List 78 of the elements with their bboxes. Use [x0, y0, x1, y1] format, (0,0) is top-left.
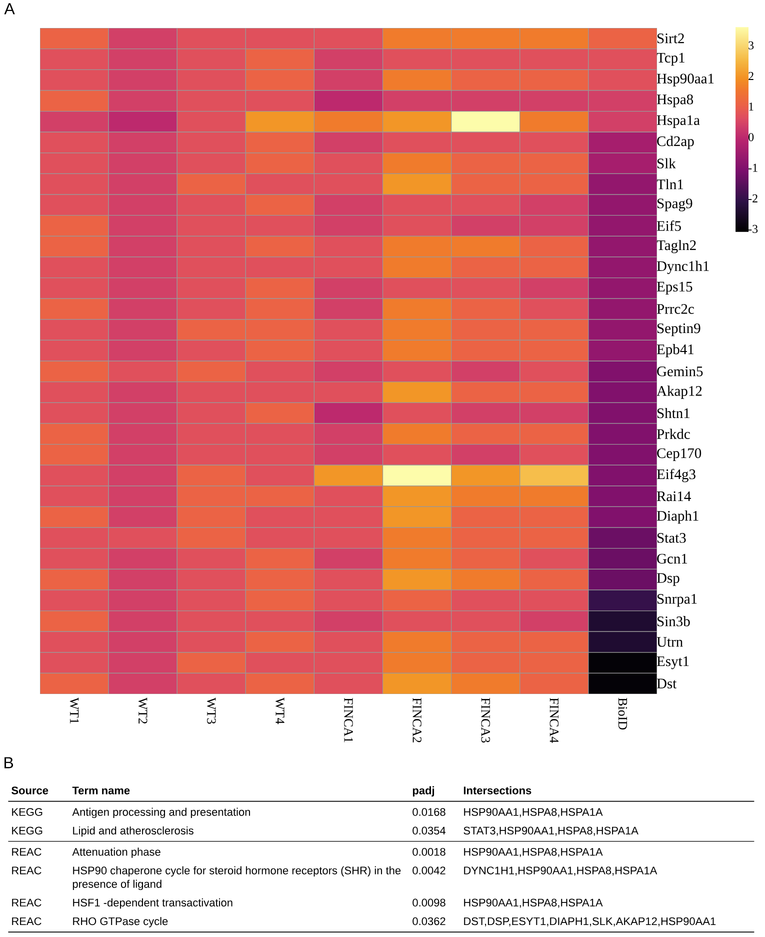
text: REAC: [12, 866, 42, 874]
y-tick-label: Stat3: [657, 533, 686, 543]
text: 0.0098: [412, 898, 446, 907]
x-tick-label: WT1: [70, 698, 79, 724]
text: REAC: [12, 898, 42, 907]
x-tick-label: WT3: [206, 698, 216, 724]
y-tick-label: Snrpa1: [657, 594, 697, 607]
text: B: [4, 757, 14, 768]
color-bar-label: -1: [748, 164, 758, 172]
y-tick-label: Dync1h1: [656, 260, 709, 274]
x-tick-label: WT4: [276, 698, 284, 724]
text: HSP90 chaperone cycle for steroid hormone receptors (SHR) in the presence of ligand: [72, 866, 401, 890]
y-tick-label: Esyt1: [656, 656, 689, 670]
text: REAC: [12, 848, 42, 856]
y-tick-label: Cd2ap: [657, 136, 694, 150]
color-bar-label: 0: [748, 133, 754, 142]
y-tick-label: Prkdc: [656, 428, 690, 439]
text: 0.0018: [412, 848, 446, 856]
text: HSP90AA1,HSPA8,HSPA1A: [464, 848, 603, 858]
text: HSF1 -dependent transactivation: [73, 898, 232, 909]
y-tick-label: Tln1: [656, 179, 684, 190]
text: HSP90AA1,HSPA8,HSPA1A: [464, 808, 603, 818]
y-tick-label: Eps15: [656, 282, 692, 295]
text: DST,DSP,ESYT1,DIAPH1,SLK,AKAP12,HSP90AA1: [464, 917, 716, 926]
y-tick-label: Prrc2c: [656, 304, 694, 314]
y-tick-label: Shtn1: [657, 408, 690, 418]
text: Intersections: [464, 786, 532, 794]
y-tick-label: Epb41: [656, 344, 694, 358]
y-tick-label: Cep170: [657, 448, 702, 462]
y-tick-label: Dsp: [656, 573, 680, 586]
y-tick-label: Sirt2: [657, 34, 684, 44]
color-bar-label: 3: [748, 41, 754, 50]
text: Source: [12, 786, 48, 794]
y-tick-label: Utrn: [656, 637, 683, 647]
color-bar-label: 2: [748, 72, 754, 80]
text: 0.0042: [412, 866, 446, 874]
y-tick-label: Eif5: [656, 220, 681, 231]
text: DYNC1H1,HSP90AA1,HSPA8,HSPA1A: [464, 866, 658, 876]
y-tick-label: Tcp1: [656, 52, 684, 66]
text: Lipid and atherosclerosis: [73, 826, 194, 837]
text: Attenuation phase: [72, 848, 160, 858]
chart-title: A: [4, 3, 15, 14]
y-tick-label: Slk: [657, 158, 676, 168]
y-tick-label: Gemin5: [657, 366, 703, 376]
x-tick-label: FINCA2: [412, 698, 422, 742]
text: 0.0362: [412, 917, 446, 926]
y-tick-label: Rai14: [656, 491, 691, 502]
text: REAC: [12, 917, 42, 926]
text: STAT3,HSP90AA1,HSPA8,HSPA1A: [464, 826, 638, 836]
x-tick-label: BioID: [618, 698, 628, 730]
y-tick-label: Spag9: [657, 198, 692, 212]
y-tick-label: Diaph1: [656, 510, 698, 524]
text: KEGG: [12, 826, 42, 835]
y-tick-label: Septin9: [657, 323, 700, 336]
x-tick-label: FINCA3: [481, 698, 490, 743]
text: KEGG: [12, 808, 42, 816]
text: HSP90AA1,HSPA8,HSPA1A: [464, 898, 603, 908]
y-tick-label: Akap12: [656, 386, 702, 399]
x-tick-label: FINCA1: [344, 698, 353, 742]
text: RHO GTPase cycle: [73, 917, 168, 928]
y-tick-label: Hspa1a: [656, 115, 700, 128]
x-tick-label: FINCA4: [550, 698, 559, 743]
y-tick-label: Tagln2: [656, 240, 696, 254]
text: Antigen processing and presentation: [72, 808, 250, 818]
y-tick-label: Gcn1: [657, 554, 688, 564]
y-tick-label: Hsp90aa1: [656, 74, 714, 86]
y-tick-label: Hspa8: [656, 94, 694, 108]
y-tick-label: Dst: [656, 678, 677, 688]
y-tick-label: Sin3b: [657, 616, 690, 626]
color-bar-label: -3: [748, 224, 758, 233]
text: Term name: [72, 786, 130, 794]
color-bar-label: -2: [748, 194, 758, 202]
x-tick-label: WT2: [138, 698, 148, 724]
y-tick-label: Eif4g3: [656, 468, 696, 482]
text: 0.0168: [412, 808, 446, 816]
text: padj: [412, 786, 434, 797]
text: 0.0354: [412, 826, 446, 835]
color-bar-label: 1: [749, 102, 754, 111]
